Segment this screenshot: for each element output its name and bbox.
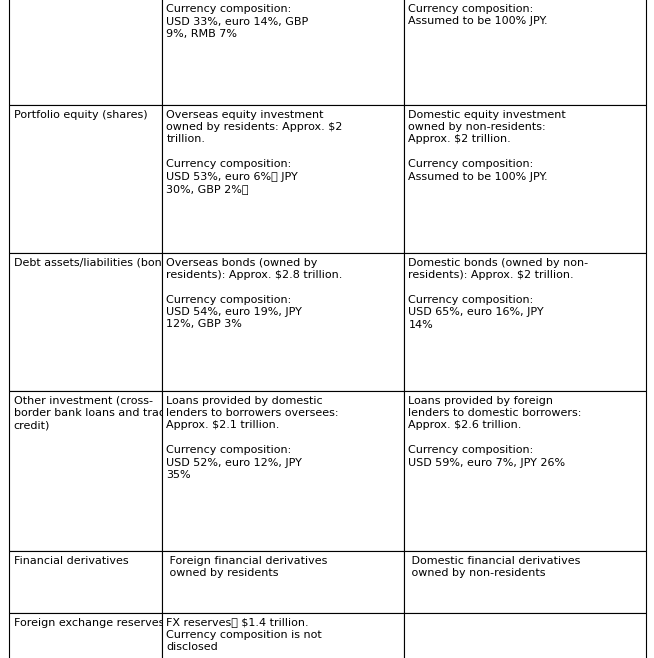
Bar (404, 390, 645, 551)
Text: Domestic equity investment
owned by non-residents:
Approx. $2 trillion.

Currenc: Domestic equity investment owned by non-… (409, 109, 566, 182)
Bar (162, 105, 404, 253)
Text: Overseas equity investment
owned by residents: Approx. $2
trillion.

Currency co: Overseas equity investment owned by resi… (167, 109, 343, 194)
Text: Other investment (cross-
border bank loans and trade
credit): Other investment (cross- border bank loa… (14, 395, 173, 430)
Bar (404, 253, 645, 390)
Text: Overseas bonds (owned by
residents): Approx. $2.8 trillion.

Currency compositio: Overseas bonds (owned by residents): App… (167, 257, 343, 330)
Bar (162, 390, 404, 551)
Bar (404, 613, 645, 658)
Text: FX reserves： $1.4 trillion.
Currency composition is not
disclosed: FX reserves： $1.4 trillion. Currency com… (167, 617, 322, 652)
Text: Outward direct investment
(direct investment towards firms
overseas): Approx. $2: Outward direct investment (direct invest… (167, 0, 349, 39)
Bar (404, 0, 645, 105)
Bar (404, 551, 645, 613)
Bar (9, 253, 162, 390)
Bar (9, 0, 162, 105)
Bar (162, 551, 404, 613)
Text: Domestic financial derivatives
 owned by non-residents: Domestic financial derivatives owned by … (409, 555, 581, 578)
Bar (162, 253, 404, 390)
Bar (9, 551, 162, 613)
Bar (9, 613, 162, 658)
Text: Debt assets/liabilities (bonds): Debt assets/liabilities (bonds) (14, 257, 179, 268)
Bar (9, 390, 162, 551)
Text: Domestic bonds (owned by non-
residents): Approx. $2 trillion.

Currency composi: Domestic bonds (owned by non- residents)… (409, 257, 589, 330)
Bar (404, 105, 645, 253)
Bar (162, 613, 404, 658)
Text: Inward direct investment (direct
investment from firms overseas
to residents): $: Inward direct investment (direct investm… (409, 0, 589, 26)
Bar (9, 105, 162, 253)
Bar (162, 0, 404, 105)
Text: Loans provided by foreign
lenders to domestic borrowers:
Approx. $2.6 trillion.
: Loans provided by foreign lenders to dom… (409, 395, 582, 467)
Text: Portfolio equity (shares): Portfolio equity (shares) (14, 109, 147, 120)
Text: Financial derivatives: Financial derivatives (14, 555, 128, 565)
Text: Foreign exchange reserves: Foreign exchange reserves (14, 617, 164, 628)
Text: Loans provided by domestic
lenders to borrowers oversees:
Approx. $2.1 trillion.: Loans provided by domestic lenders to bo… (167, 395, 339, 480)
Text: Foreign financial derivatives
 owned by residents: Foreign financial derivatives owned by r… (167, 555, 328, 578)
